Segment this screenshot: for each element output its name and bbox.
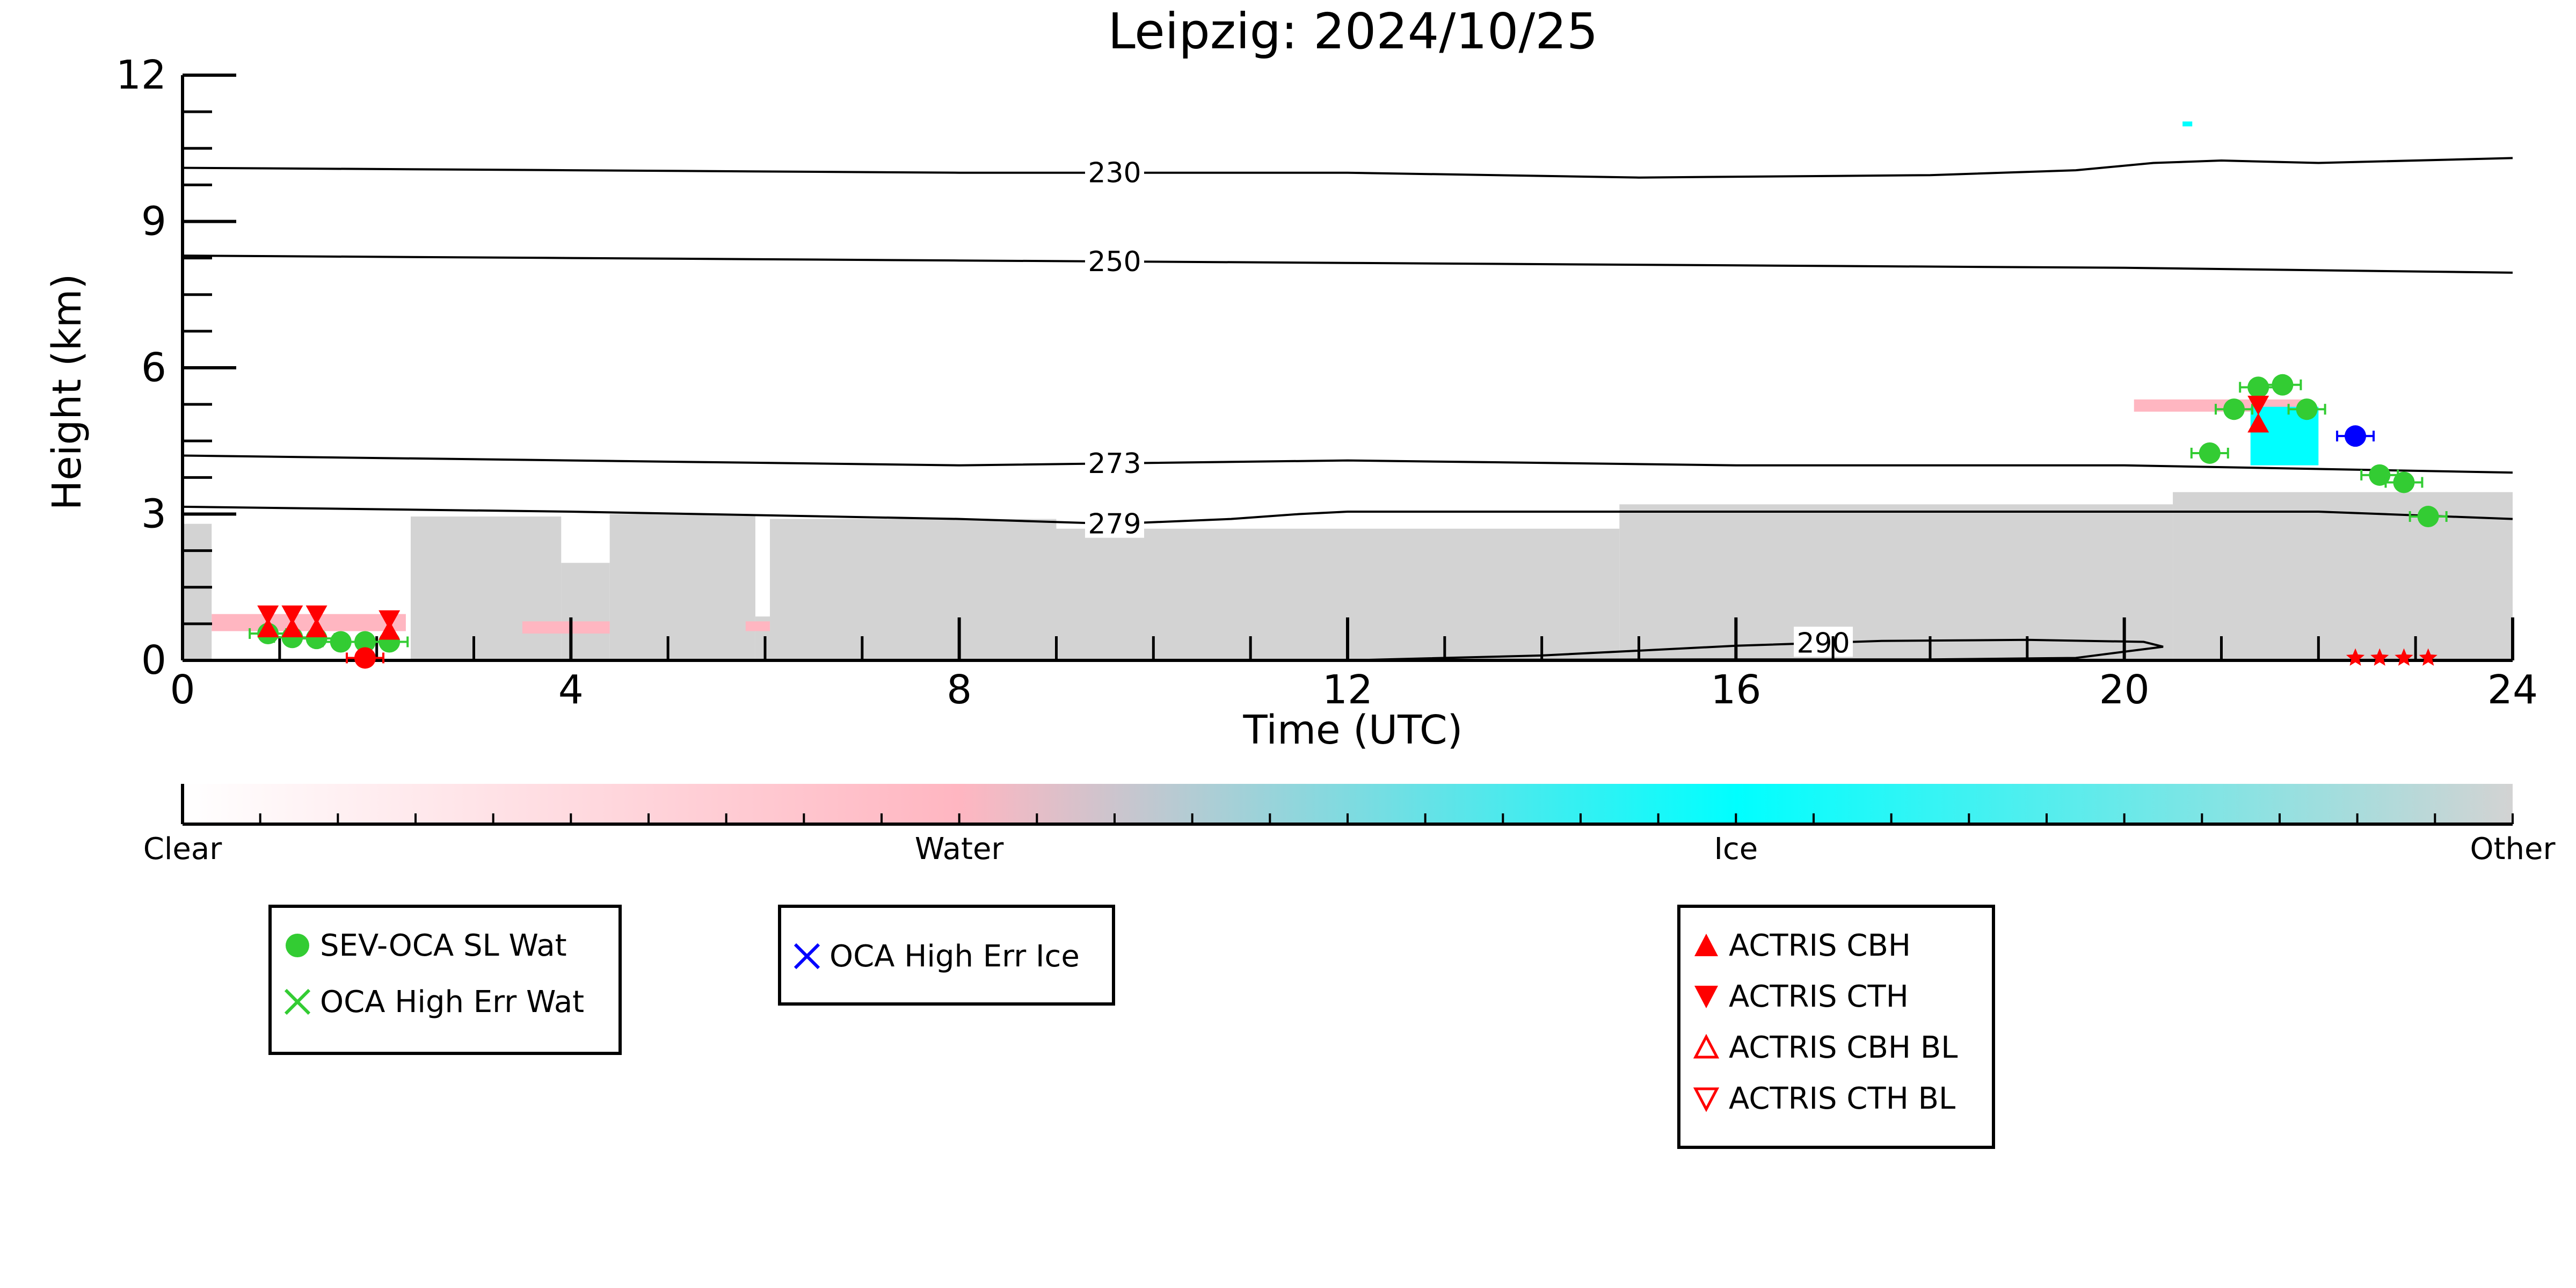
x-tick-label: 8	[947, 667, 972, 713]
x-tick-label: 0	[170, 667, 195, 713]
sev-oca-sl-wat-point	[2272, 374, 2294, 396]
other-class-region	[183, 523, 212, 660]
legend-item-actris-cth-bl: ACTRIS CTH BL	[1680, 1077, 1955, 1120]
sev-oca-sl-wat-point	[2417, 506, 2439, 528]
x-tick-label: 4	[558, 667, 584, 713]
other-class-region	[770, 519, 1057, 660]
legend-item-actris-cth: ACTRIS CTH	[1680, 975, 1909, 1018]
ice-class-region	[2182, 121, 2193, 127]
legend-item-actris-cbh: ACTRIS CBH	[1680, 924, 1911, 967]
legend-item-oca-high-err-wat: OCA High Err Wat	[272, 980, 584, 1023]
x-tick-label: 24	[2487, 667, 2538, 713]
y-tick-label: 9	[141, 199, 166, 245]
contour-label: 250	[1088, 246, 1141, 278]
actris-cbh-point	[2247, 413, 2269, 433]
x-axis-label: Time (UTC)	[1242, 707, 1462, 753]
extra-star-point	[2346, 648, 2365, 666]
water-class-region	[522, 621, 610, 634]
temperature-contour-279	[182, 505, 2513, 525]
y-tick-label: 0	[141, 637, 166, 683]
contour-label-background	[1085, 507, 1144, 538]
actris-cbh-point	[379, 620, 401, 640]
sev-oca-sl-wat-point	[2223, 398, 2245, 420]
other-class-region	[609, 514, 755, 660]
sev-oca-sl-wat-point	[2296, 398, 2318, 420]
chart-title: Leipzig: 2024/10/25	[1108, 3, 1598, 60]
x-tick-label: 12	[1322, 667, 1373, 713]
contour-label-background	[1085, 447, 1144, 478]
temperature-contour-230	[182, 157, 2513, 179]
extra-star-point	[2395, 648, 2413, 666]
actris-cth-point	[305, 605, 328, 625]
legend-label: ACTRIS CTH BL	[1729, 1081, 1956, 1116]
y-tick-label: 3	[141, 491, 166, 537]
other-class-region	[1056, 528, 1620, 660]
actris-cth-point	[281, 605, 303, 625]
contour-label-background	[1085, 245, 1144, 275]
red-open-triangle-up-icon	[1693, 1034, 1720, 1059]
legend-oca-ice: OCA High Err Ice	[778, 905, 1115, 1006]
colorbar-label-other: Other	[2470, 832, 2556, 867]
other-class-region	[1619, 504, 2173, 660]
actris-cbh-point	[305, 617, 328, 637]
x-tick-label: 20	[2099, 667, 2150, 713]
other-class-region	[2173, 492, 2513, 660]
blue-x-marker-icon	[794, 943, 820, 970]
contour-label: 290	[1796, 627, 1850, 659]
contour-label-background	[1794, 627, 1853, 657]
legend-label: SEV-OCA SL Wat	[320, 928, 567, 963]
temperature-contour-250	[182, 254, 2513, 274]
extra-star-point	[2419, 648, 2437, 666]
temperature-contour-273	[182, 454, 2513, 474]
other-class-region	[410, 516, 562, 660]
water-class-region	[745, 621, 770, 631]
actris-cbh-point	[281, 617, 303, 637]
y-tick-label: 6	[141, 345, 166, 391]
legend-label: ACTRIS CBH	[1729, 928, 1911, 963]
legend-item-actris-cbh-bl: ACTRIS CBH BL	[1680, 1026, 1958, 1069]
sev-oca-sl-wat-point	[2247, 376, 2269, 398]
legend-label: OCA High Err Wat	[320, 984, 585, 1020]
legend-actris: ACTRIS CBH ACTRIS CTH ACTRIS CBH BL ACTR…	[1677, 905, 1995, 1149]
x-tick-label: 16	[1711, 667, 1761, 713]
sev-oca-sl-wat-point	[2199, 442, 2221, 464]
y-tick-label: 12	[116, 52, 166, 98]
legend-label: OCA High Err Ice	[829, 938, 1080, 974]
contour-label-background	[1085, 156, 1144, 187]
other-class-region	[561, 563, 610, 660]
red-open-triangle-down-icon	[1693, 1087, 1720, 1112]
legend-label: ACTRIS CTH	[1729, 979, 1909, 1014]
legend-oca-water: SEV-OCA SL Wat OCA High Err Wat	[268, 905, 622, 1055]
actris-cth-point	[2247, 396, 2269, 416]
legend-item-oca-high-err-ice: OCA High Err Ice	[781, 935, 1080, 978]
y-axis-label: Height (km)	[44, 274, 90, 511]
contour-label: 279	[1088, 508, 1141, 541]
red-triangle-down-icon	[1694, 986, 1718, 1008]
sev-oca-sl-wat-point	[2393, 471, 2415, 493]
contour-label: 273	[1088, 448, 1141, 480]
red-triangle-up-icon	[1694, 934, 1718, 956]
colorbar-label-water: Water	[915, 832, 1005, 867]
green-x-marker-icon	[284, 988, 311, 1015]
green-circle-marker-icon	[286, 934, 309, 957]
extra-star-point	[2370, 648, 2389, 666]
actris-cbh-point	[257, 617, 279, 637]
colorbar-label-ice: Ice	[1714, 832, 1758, 867]
colorbar-label-clear: Clear	[143, 832, 222, 867]
legend-item-sev-oca-sl-wat: SEV-OCA SL Wat	[272, 924, 567, 967]
actris-cth-point	[379, 610, 401, 630]
extra-circle-point	[2345, 425, 2367, 447]
contour-label: 230	[1088, 157, 1141, 190]
extra-circle-point	[354, 647, 376, 669]
legend-label: ACTRIS CBH BL	[1729, 1030, 1958, 1065]
water-class-region	[212, 614, 406, 631]
actris-cth-point	[257, 605, 279, 625]
